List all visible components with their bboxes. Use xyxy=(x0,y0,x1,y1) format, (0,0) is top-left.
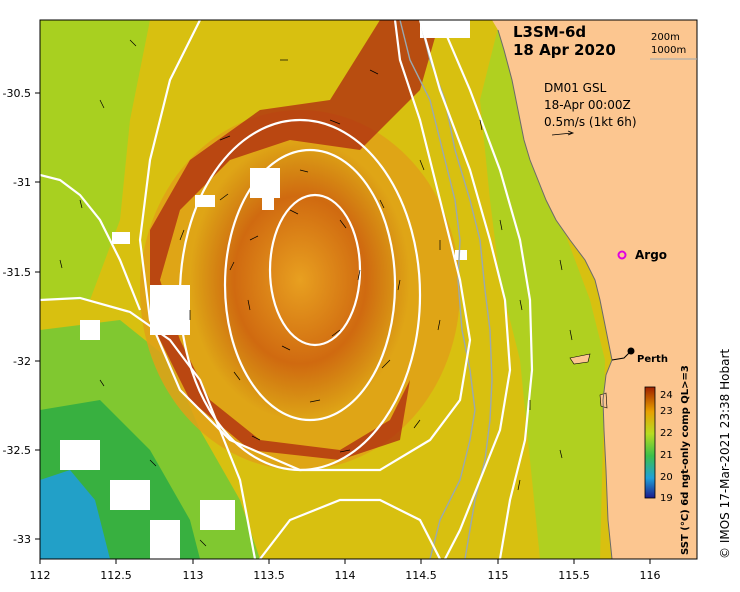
x-tick-label: 113.5 xyxy=(253,569,285,582)
x-tick-label: 116 xyxy=(640,569,661,582)
perth-marker xyxy=(627,347,635,355)
bathymetry-contours xyxy=(399,20,493,559)
argo-label: Argo xyxy=(635,248,667,262)
date-title: 18 Apr 2020 xyxy=(513,41,616,59)
sst-coldest-region xyxy=(40,470,110,559)
x-axis: 112 112.5 113 113.5 114 114.5 115 115.5 … xyxy=(30,559,661,582)
colorbar-tick: 23 xyxy=(660,406,673,417)
x-tick-label: 115.5 xyxy=(558,569,590,582)
isobath-label-1000m: 1000m xyxy=(651,45,686,56)
coastline xyxy=(497,29,613,559)
y-tick-label: -31 xyxy=(13,176,31,189)
y-tick-label: -32.5 xyxy=(3,444,31,457)
vector-scale: 0.5m/s (1kt 6h) xyxy=(544,115,637,129)
colorbar-tick: 21 xyxy=(660,450,673,461)
model-name: DM01 GSL xyxy=(544,81,607,95)
x-tick-label: 113 xyxy=(183,569,204,582)
plot-frame xyxy=(39,19,698,560)
x-tick-label: 114 xyxy=(335,569,356,582)
product-title: L3SM-6d xyxy=(513,23,586,41)
rottnest-island xyxy=(569,353,591,365)
sst-nearshore-band xyxy=(480,20,605,559)
height-contours xyxy=(40,20,534,559)
colorbar-tick: 22 xyxy=(660,428,673,439)
y-tick-label: -31.5 xyxy=(3,266,31,279)
y-tick-label: -32 xyxy=(13,355,31,368)
colorbar-tick: 19 xyxy=(660,493,673,504)
colorbar-tick: 20 xyxy=(660,472,673,483)
current-vectors xyxy=(59,39,573,547)
perth-label: Perth xyxy=(637,354,668,365)
x-tick-label: 112.5 xyxy=(100,569,132,582)
x-tick-label: 112 xyxy=(30,569,51,582)
x-tick-label: 114.5 xyxy=(405,569,437,582)
y-tick-label: -33 xyxy=(13,533,31,546)
swan-river xyxy=(611,351,631,361)
y-tick-label: -30.5 xyxy=(3,87,31,100)
model-time: 18-Apr 00:00Z xyxy=(544,98,631,112)
map-plot xyxy=(40,20,697,559)
vector-scale-arrow xyxy=(551,130,575,136)
colorbar: 19 20 21 22 23 24 SST (°C) 6d ngt-only c… xyxy=(644,365,691,555)
sst-west-band xyxy=(40,20,150,300)
argo-marker xyxy=(617,250,627,260)
colorbar-title: SST (°C) 6d ngt-only comp QL>=3 xyxy=(680,365,691,555)
y-axis: -30.5 -31 -31.5 -32 -32.5 -33 xyxy=(3,87,40,546)
x-tick-label: 115 xyxy=(488,569,509,582)
colorbar-tick: 24 xyxy=(660,390,673,401)
warm-filament xyxy=(150,20,440,460)
eddy-core xyxy=(190,140,410,420)
credit-text: © IMOS 17-Mar-2021 23:38 Hobart xyxy=(718,349,732,559)
colorbar-gradient xyxy=(644,386,656,499)
isobath-label-200m: 200m xyxy=(651,32,680,43)
